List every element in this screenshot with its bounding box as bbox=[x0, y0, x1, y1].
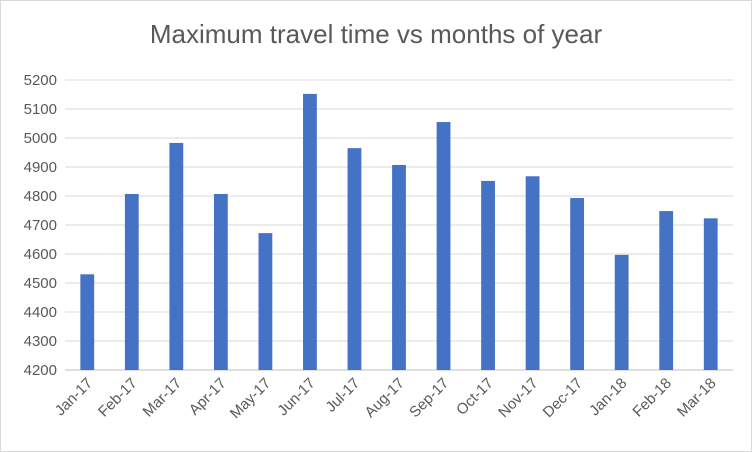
bar-feb-17 bbox=[124, 193, 139, 370]
bars bbox=[80, 93, 718, 371]
y-tick-label: 5200 bbox=[24, 72, 57, 89]
y-tick-label: 5100 bbox=[24, 101, 57, 118]
y-tick-label: 4900 bbox=[24, 159, 57, 176]
bar-sep-17 bbox=[436, 122, 451, 370]
x-tick-label: Sep-17 bbox=[406, 375, 452, 421]
x-tick-label: Jun-17 bbox=[274, 375, 318, 419]
x-tick-label: Apr-17 bbox=[186, 375, 230, 419]
chart-title: Maximum travel time vs months of year bbox=[149, 19, 603, 49]
bar-apr-17 bbox=[213, 193, 228, 370]
x-tick-label: Jul-17 bbox=[322, 375, 363, 416]
y-tick-label: 4400 bbox=[24, 304, 57, 321]
x-tick-label: Jan-17 bbox=[52, 375, 96, 419]
bar-may-17 bbox=[258, 233, 273, 370]
y-tick-label: 5000 bbox=[24, 130, 57, 147]
bar-aug-17 bbox=[392, 164, 406, 370]
bar-oct-17 bbox=[481, 180, 495, 370]
bar-jan-17 bbox=[80, 274, 95, 370]
x-tick-label: May-17 bbox=[227, 375, 274, 422]
x-tick-label: Feb-17 bbox=[95, 375, 141, 421]
x-tick-label: Mar-18 bbox=[674, 375, 720, 421]
bar-nov-17 bbox=[525, 176, 540, 370]
y-tick-label: 4500 bbox=[24, 275, 57, 292]
y-tick-label: 4700 bbox=[24, 217, 57, 234]
x-tick-label: Feb-18 bbox=[629, 375, 675, 421]
x-tick-label: Mar-17 bbox=[140, 375, 186, 421]
bar-jul-17 bbox=[347, 148, 362, 370]
bar-dec-17 bbox=[570, 198, 585, 370]
y-tick-label: 4300 bbox=[24, 333, 57, 350]
y-tick-label: 4800 bbox=[24, 188, 57, 205]
x-tick-label: Dec-17 bbox=[540, 375, 586, 421]
bar-mar-17 bbox=[169, 142, 184, 370]
bar-feb-18 bbox=[659, 211, 674, 370]
x-tick-label: Oct-17 bbox=[453, 375, 497, 419]
bar-mar-18 bbox=[703, 218, 718, 370]
x-tick-label: Aug-17 bbox=[362, 375, 408, 421]
y-tick-label: 4200 bbox=[24, 362, 57, 379]
bar-jan-18 bbox=[614, 254, 629, 370]
x-tick-label: Jan-18 bbox=[586, 375, 630, 419]
bar-jun-17 bbox=[303, 93, 317, 371]
x-tick-label: Nov-17 bbox=[495, 375, 541, 421]
y-tick-labels: 4200 4300 4400 4500 4600 4700 4800 4900 5000 5100… bbox=[24, 72, 57, 379]
y-tick-label: 4600 bbox=[24, 246, 57, 263]
